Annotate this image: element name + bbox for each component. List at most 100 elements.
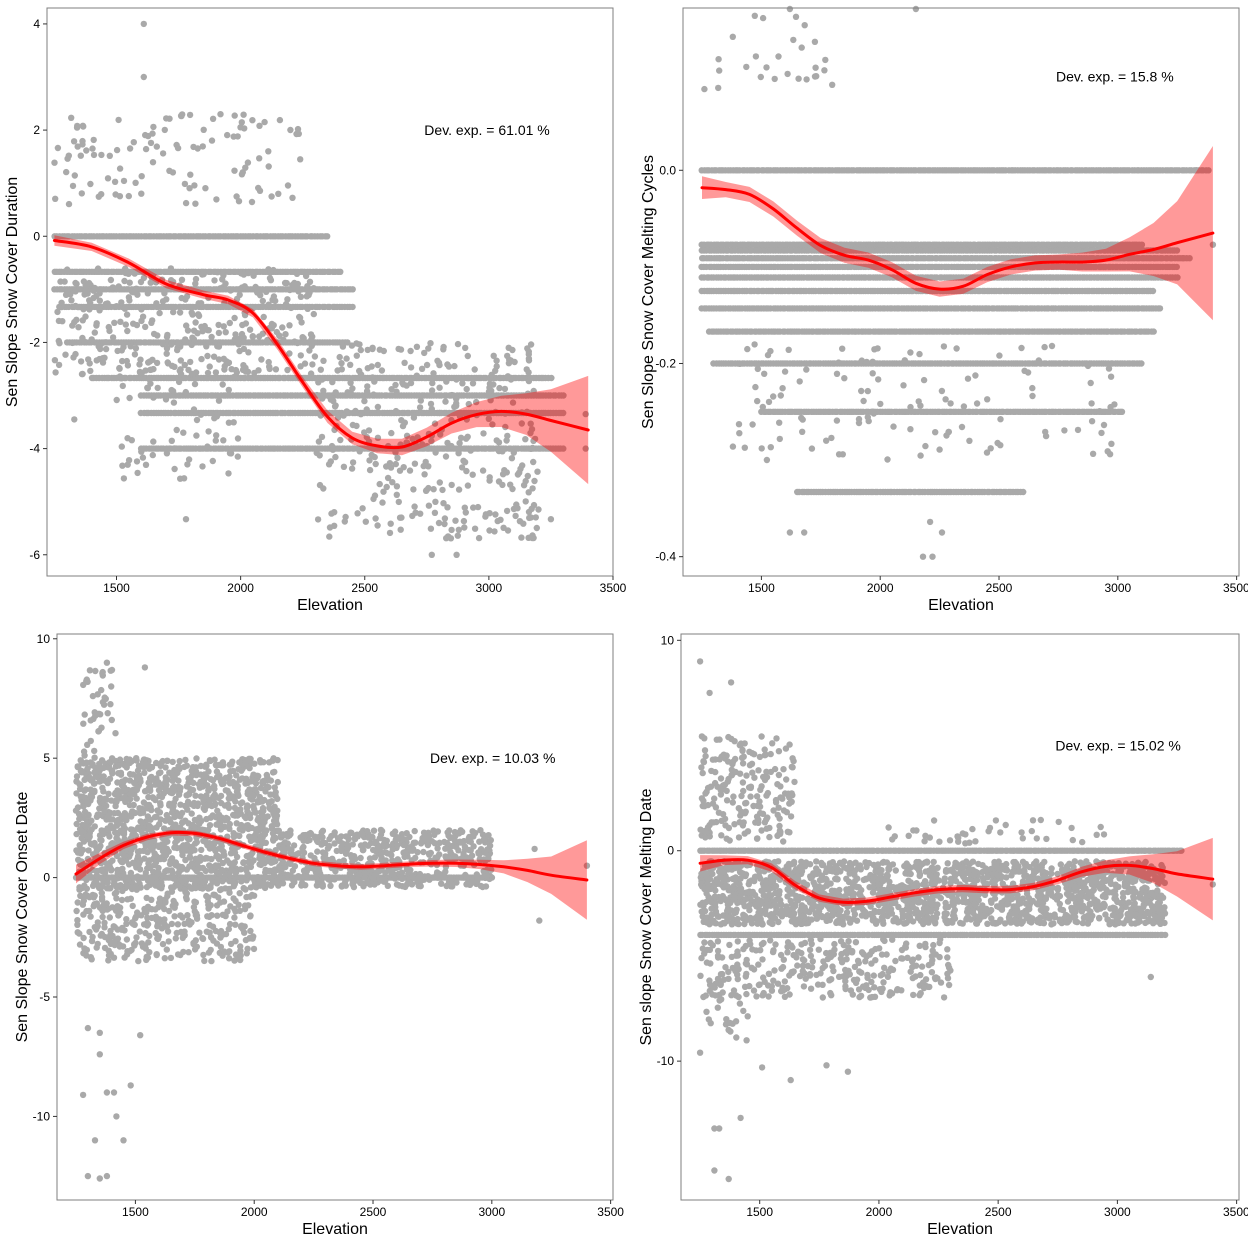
data-point [146, 376, 153, 383]
data-point [134, 469, 141, 477]
data-point [741, 444, 748, 451]
data-point [383, 483, 390, 491]
data-point [507, 481, 514, 488]
data-point [89, 145, 96, 152]
data-point [1029, 392, 1036, 400]
data-point [786, 5, 794, 13]
data-point [149, 451, 156, 459]
data-point [307, 370, 315, 377]
data-point [182, 199, 190, 207]
data-point [752, 53, 760, 60]
data-point [871, 346, 878, 353]
data-point [519, 462, 526, 469]
data-point [178, 276, 186, 283]
data-point [176, 309, 184, 316]
data-point [337, 436, 344, 444]
data-point [77, 358, 85, 365]
data-point [337, 268, 344, 275]
data-point [90, 151, 98, 159]
data-point [790, 36, 797, 44]
data-point [365, 427, 373, 434]
data-point [359, 505, 366, 512]
data-point [119, 462, 126, 469]
data-point [522, 477, 529, 485]
data-point [197, 411, 205, 418]
data-point [761, 370, 768, 377]
data-point [181, 180, 189, 188]
data-point [130, 139, 137, 146]
data-point [116, 165, 124, 172]
data-point [811, 38, 819, 45]
data-point [869, 408, 877, 415]
x-axis-title: Elevation [297, 597, 363, 614]
data-point [86, 306, 93, 313]
data-point [839, 345, 846, 352]
data-point [261, 118, 268, 126]
data-point [57, 278, 64, 285]
data-point [1111, 401, 1118, 408]
data-point [869, 358, 876, 365]
data-point [188, 341, 195, 349]
data-point [249, 117, 256, 124]
data-point [751, 12, 758, 19]
data-point [410, 486, 417, 493]
data-point [283, 279, 290, 287]
data-point [199, 143, 206, 150]
data-point [534, 468, 541, 475]
data-point [440, 343, 447, 351]
data-point [374, 522, 381, 529]
data-point [95, 343, 102, 350]
data-point [754, 365, 761, 373]
data-point [258, 356, 265, 363]
data-point [170, 399, 178, 406]
data-point [744, 345, 751, 353]
data-point [917, 452, 924, 459]
data-point [417, 397, 424, 404]
data-point [547, 516, 555, 523]
data-point [175, 339, 182, 347]
data-point [68, 114, 75, 122]
data-point [465, 374, 472, 382]
data-point [407, 364, 415, 371]
data-point [193, 432, 200, 439]
data-point [173, 426, 180, 434]
data-point [953, 345, 960, 352]
data-point [453, 395, 460, 403]
data-point [735, 421, 743, 428]
data-point [181, 361, 188, 369]
data-point [835, 359, 842, 366]
data-point [754, 397, 761, 405]
data-point [80, 306, 87, 313]
y-tick-label: 0.0 [659, 163, 676, 177]
data-point [526, 514, 533, 522]
data-point [309, 361, 316, 368]
data-point [401, 359, 408, 366]
data-point [167, 265, 175, 272]
data-point [125, 270, 132, 277]
data-point [292, 284, 299, 291]
data-point [841, 375, 848, 382]
data-point [189, 334, 196, 341]
data-point [822, 56, 829, 64]
data-point [133, 458, 141, 465]
data-point [55, 317, 63, 325]
data-point [220, 272, 227, 279]
data-point [501, 385, 509, 393]
data-point [525, 377, 533, 385]
data-point [1150, 328, 1157, 335]
data-point [85, 356, 92, 363]
data-point [77, 152, 85, 159]
data-point [983, 449, 991, 456]
data-point [349, 286, 356, 293]
data-point [396, 467, 404, 474]
data-point [256, 155, 263, 162]
data-point [501, 467, 508, 474]
data-point [150, 438, 157, 445]
data-point [80, 123, 87, 130]
data-point [142, 145, 150, 153]
data-point [272, 366, 280, 373]
data-point [112, 191, 119, 198]
data-point [74, 122, 81, 130]
data-point [523, 366, 530, 373]
data-point [531, 477, 538, 485]
